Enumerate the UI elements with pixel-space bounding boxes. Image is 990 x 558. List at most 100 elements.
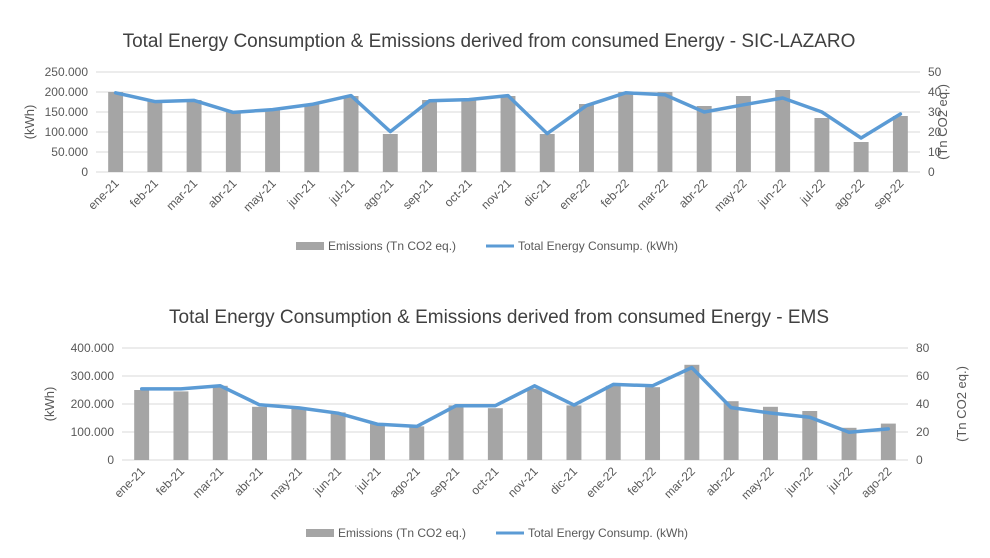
x-tick-label: abr-22 <box>676 176 711 211</box>
x-tick-label: ago-22 <box>858 464 895 501</box>
x-tick-label: mar-22 <box>661 464 698 501</box>
bar <box>605 385 621 460</box>
x-tick-label: jun-21 <box>310 464 344 498</box>
x-tick-label: jul-22 <box>797 176 829 208</box>
y2-tick-label: 20 <box>916 425 930 439</box>
x-tick-label: may-22 <box>738 464 776 502</box>
bar-series-emissions <box>108 90 908 172</box>
bar <box>841 427 857 460</box>
legend: Emissions (Tn CO2 eq.) Total Energy Cons… <box>296 239 678 253</box>
chart-ems: Total Energy Consumption & Emissions der… <box>42 307 969 540</box>
y2-tick-label: 40 <box>928 85 942 99</box>
y2-tick-label: 0 <box>916 453 923 467</box>
y-ticks-left: 0 50.000 100.000 150.000 200.000 250.000 <box>45 65 89 179</box>
x-ticks: ene-21 feb-21 mar-21 abr-21 may-21 jun-21 jul-… <box>111 464 894 502</box>
y2-tick-label: 50 <box>928 65 942 79</box>
bar <box>330 412 346 460</box>
x-tick-label: ene-22 <box>556 176 593 213</box>
bar <box>775 90 791 172</box>
bar <box>448 405 464 460</box>
chart-title: Total Energy Consumption & Emissions der… <box>123 31 856 52</box>
y2-tick-label: 60 <box>916 369 930 383</box>
x-tick-label: oct-21 <box>468 464 502 498</box>
x-tick-label: mar-21 <box>163 176 200 213</box>
bar <box>735 96 751 172</box>
bar <box>134 390 150 460</box>
bar <box>369 423 385 460</box>
y-ticks-right: 0 10 20 30 40 50 <box>928 65 942 179</box>
bar <box>212 385 228 460</box>
bar <box>173 391 189 460</box>
x-tick-label: ene-22 <box>583 464 620 501</box>
legend-label-emissions: Emissions (Tn CO2 eq.) <box>338 526 466 540</box>
x-tick-label: nov-21 <box>505 464 541 500</box>
bar <box>657 92 673 172</box>
x-tick-label: sep-22 <box>871 176 907 212</box>
x-tick-label: may-22 <box>711 176 749 214</box>
bar <box>225 112 241 172</box>
x-tick-label: abr-22 <box>703 464 738 499</box>
y2-tick-label: 30 <box>928 105 942 119</box>
y-tick-label: 0 <box>81 165 88 179</box>
line-series-energy <box>139 365 891 435</box>
bar <box>814 118 830 172</box>
bar <box>684 364 700 460</box>
y-tick-label: 100.000 <box>45 125 89 139</box>
legend-label-energy: Total Energy Consump. (kWh) <box>528 526 688 540</box>
bar <box>265 110 281 172</box>
y-tick-label: 200.000 <box>45 85 89 99</box>
bar <box>487 408 503 460</box>
line-series-energy <box>113 91 903 140</box>
x-tick-label: jun-21 <box>284 176 318 210</box>
x-tick-label: ene-21 <box>85 176 122 213</box>
legend-swatch-bar <box>296 242 324 250</box>
bar <box>147 100 163 172</box>
x-tick-label: feb-22 <box>598 176 632 210</box>
bar <box>802 411 818 460</box>
y-tick-label: 50.000 <box>51 145 88 159</box>
bar <box>252 406 268 460</box>
bar <box>291 408 307 460</box>
bar <box>527 388 543 460</box>
x-tick-label: feb-21 <box>127 176 161 210</box>
y-axis-title-left: (kWh) <box>22 105 37 140</box>
x-tick-label: feb-21 <box>153 464 187 498</box>
bar <box>880 423 896 460</box>
chart-sic-lazaro: Total Energy Consumption & Emissions der… <box>22 31 950 253</box>
x-tick-label: mar-21 <box>190 464 227 501</box>
bar <box>343 96 359 172</box>
y-tick-label: 400.000 <box>71 341 115 355</box>
x-tick-label: sep-21 <box>400 176 436 212</box>
y-axis-title-left: (kWh) <box>42 387 57 422</box>
bar <box>853 142 869 172</box>
x-tick-label: nov-21 <box>478 176 514 212</box>
x-tick-label: ene-21 <box>111 464 148 501</box>
x-tick-label: ago-22 <box>831 176 868 213</box>
bar <box>500 96 516 172</box>
gridlines <box>122 347 908 461</box>
x-tick-label: ago-21 <box>387 464 424 501</box>
y2-tick-label: 80 <box>916 341 930 355</box>
x-tick-label: jul-21 <box>352 464 384 496</box>
x-tick-label: may-21 <box>267 464 305 502</box>
bar <box>108 92 124 172</box>
y2-tick-label: 10 <box>928 145 942 159</box>
bar <box>579 104 594 172</box>
y-tick-label: 150.000 <box>45 105 89 119</box>
bar <box>762 406 778 460</box>
y-tick-label: 0 <box>107 453 114 467</box>
bar <box>304 104 320 172</box>
bar-series-emissions <box>134 364 896 460</box>
y-ticks-right: 0 20 40 60 80 <box>916 341 930 467</box>
x-tick-label: feb-22 <box>625 464 659 498</box>
bar <box>409 426 425 460</box>
x-tick-label: jun-22 <box>755 176 789 210</box>
y-axis-title-right: (Tn CO2 eq.) <box>935 84 950 160</box>
x-tick-label: jun-22 <box>782 464 816 498</box>
x-tick-label: abr-21 <box>231 464 266 499</box>
bar <box>892 116 908 172</box>
bar <box>539 134 555 172</box>
y-axis-title-right: (Tn CO2 eq.) <box>954 366 969 442</box>
bar <box>618 92 634 172</box>
